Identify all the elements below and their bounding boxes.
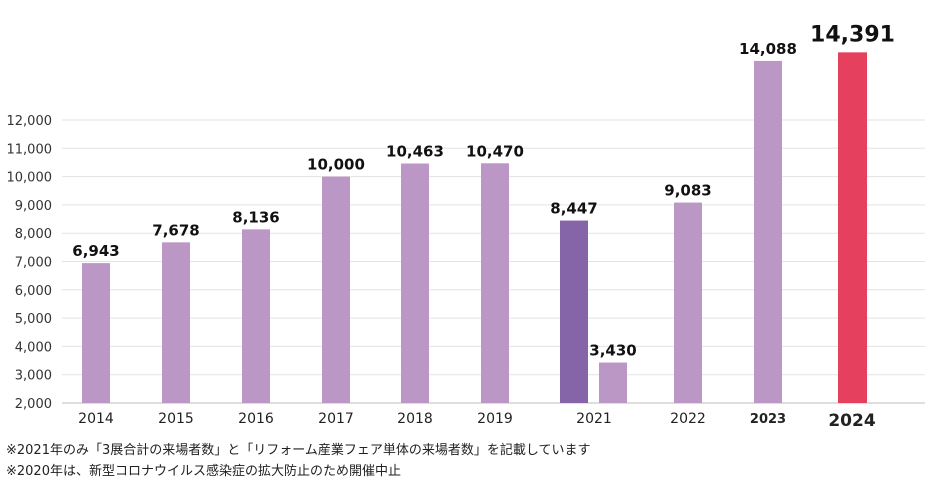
x-tick-label: 2017 <box>318 411 354 427</box>
bar-2017 <box>322 176 350 403</box>
bar-2024 <box>838 52 867 403</box>
footnote-2020: ※2020年は、新型コロナウイルス感染症の拡大防止のため開催中止 <box>6 464 401 479</box>
y-tick-label: 10,000 <box>7 171 53 186</box>
y-tick-label: 9,000 <box>15 199 52 214</box>
data-label: 14,391 <box>810 22 895 47</box>
bar-2016 <box>242 229 270 403</box>
x-tick-label: 2021 <box>576 411 612 427</box>
y-tick-label: 11,000 <box>7 142 53 157</box>
bar-2018 <box>401 163 429 403</box>
x-tick-label: 2016 <box>238 411 274 427</box>
data-label: 8,447 <box>550 200 597 218</box>
data-label: 10,470 <box>466 142 524 160</box>
y-tick-label: 7,000 <box>15 256 52 271</box>
y-tick-label: 12,000 <box>7 114 53 129</box>
x-tick-label: 2023 <box>750 412 786 427</box>
x-tick-label: 2022 <box>670 411 706 427</box>
y-tick-label: 3,000 <box>15 369 52 384</box>
footnote-2021: ※2021年のみ「3展合計の来場者数」と「リフォーム産業フェア単体の来場者数」を… <box>6 443 591 458</box>
data-label: 6,943 <box>72 242 119 260</box>
y-tick-label: 5,000 <box>15 312 52 327</box>
x-tick-label: 2018 <box>397 411 433 427</box>
bar-2023 <box>754 60 782 403</box>
x-tick-label: 2014 <box>78 411 114 427</box>
bar-chart: 2,000 3,000 4,000 5,000 6,000 7,000 8,000 9,000… <box>7 22 925 431</box>
bar-extra <box>599 362 627 403</box>
footnotes: ※2021年のみ「3展合計の来場者数」と「リフォーム産業フェア単体の来場者数」を… <box>6 440 590 482</box>
data-label: 14,088 <box>739 40 797 58</box>
bar-2015 <box>162 242 190 403</box>
x-tick-label: 2024 <box>828 411 875 431</box>
x-tick-label: 2019 <box>477 411 513 427</box>
bar-2021 <box>560 220 588 403</box>
y-tick-label: 6,000 <box>15 284 52 299</box>
data-label: 10,000 <box>307 156 365 174</box>
bar-2014 <box>82 263 110 403</box>
bar-2019 <box>481 163 509 403</box>
data-label: 8,136 <box>232 208 279 226</box>
y-tick-label: 8,000 <box>15 227 52 242</box>
y-tick-label: 2,000 <box>15 397 52 412</box>
bar-2022 <box>674 202 702 403</box>
y-tick-label: 4,000 <box>15 340 52 355</box>
data-label: 7,678 <box>152 221 199 239</box>
data-label: 10,463 <box>386 142 444 160</box>
data-label: 9,083 <box>664 182 711 200</box>
x-tick-label: 2015 <box>158 411 194 427</box>
data-label: 3,430 <box>589 342 636 360</box>
